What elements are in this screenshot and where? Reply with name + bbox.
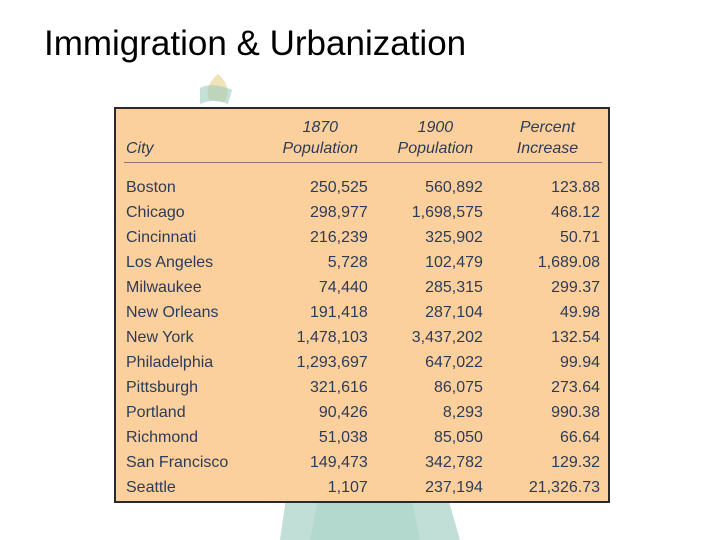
cell-1870: 74,440: [318, 278, 368, 296]
cell-1900: 8,293: [442, 403, 483, 421]
cell-1900: 85,050: [433, 428, 483, 446]
cell-percent: 123.88: [551, 178, 600, 196]
cell-1870: 51,038: [318, 428, 368, 446]
cell-city: Cincinnati: [126, 228, 197, 246]
slide-title: Immigration & Urbanization: [44, 24, 467, 63]
cell-percent: 129.32: [551, 453, 600, 471]
cell-1870: 321,616: [309, 378, 368, 396]
cell-city: Seattle: [126, 478, 176, 496]
cell-percent: 50.71: [559, 228, 600, 246]
cell-1900: 342,782: [425, 453, 483, 471]
cell-1900: 102,479: [425, 253, 483, 271]
population-table: City 1870 Population 1900 Population Perce…: [124, 117, 602, 500]
cell-1900: 86,075: [433, 378, 483, 396]
cell-1870: 298,977: [309, 203, 368, 221]
table-row: Pittsburgh 321,616 86,075 273.64: [124, 375, 602, 400]
cell-percent: 1,689.08: [537, 253, 600, 271]
table-row: Seattle 1,107 237,194 21,326.73: [124, 475, 602, 500]
cell-1900: 237,194: [425, 478, 483, 496]
cell-1870: 90,426: [318, 403, 368, 421]
header-1900-population: 1900 Population: [377, 117, 493, 163]
cell-city: Pittsburgh: [126, 378, 199, 396]
cell-percent: 468.12: [551, 203, 600, 221]
cell-1870: 149,473: [309, 453, 368, 471]
cell-city: Chicago: [126, 203, 185, 221]
header-city: City: [124, 117, 263, 163]
cell-percent: 132.54: [551, 328, 600, 346]
cell-percent: 990.38: [551, 403, 600, 421]
cell-percent: 66.64: [559, 428, 600, 446]
cell-1900: 325,902: [425, 228, 483, 246]
cell-1870: 5,728: [327, 253, 368, 271]
cell-1870: 1,107: [327, 478, 368, 496]
cell-1870: 1,478,103: [296, 328, 368, 346]
header-percent-increase: Percent Increase: [492, 117, 602, 163]
table-row: Los Angeles 5,728 102,479 1,689.08: [124, 250, 602, 275]
table-row: Chicago 298,977 1,698,575 468.12: [124, 200, 602, 225]
table-row: Richmond 51,038 85,050 66.64: [124, 425, 602, 450]
cell-city: Portland: [126, 403, 186, 421]
cell-1900: 285,315: [425, 278, 483, 296]
table-row: Boston 250,525 560,892 123.88: [124, 163, 602, 201]
cell-percent: 299.37: [551, 278, 600, 296]
cell-1900: 647,022: [425, 353, 483, 371]
cell-percent: 21,326.73: [528, 478, 600, 496]
cell-city: New York: [126, 328, 194, 346]
cell-city: Boston: [126, 178, 176, 196]
cell-1870: 1,293,697: [296, 353, 368, 371]
table-row: San Francisco 149,473 342,782 129.32: [124, 450, 602, 475]
table-row: Portland 90,426 8,293 990.38: [124, 400, 602, 425]
cell-1900: 560,892: [425, 178, 483, 196]
table-row: Cincinnati 216,239 325,902 50.71: [124, 225, 602, 250]
table-row: New Orleans 191,418 287,104 49.98: [124, 300, 602, 325]
cell-city: Richmond: [126, 428, 199, 446]
cell-1870: 250,525: [309, 178, 368, 196]
cell-1870: 216,239: [309, 228, 368, 246]
cell-1870: 191,418: [309, 303, 368, 321]
cell-percent: 273.64: [551, 378, 600, 396]
cell-city: Philadelphia: [126, 353, 214, 371]
table-row: New York 1,478,103 3,437,202 132.54: [124, 325, 602, 350]
cell-percent: 99.94: [559, 353, 600, 371]
header-1870-population: 1870 Population: [262, 117, 378, 163]
cell-1900: 287,104: [425, 303, 483, 321]
table-row: Milwaukee 74,440 285,315 299.37: [124, 275, 602, 300]
cell-percent: 49.98: [559, 303, 600, 321]
table-header-row: City 1870 Population 1900 Population Perce…: [124, 117, 602, 163]
cell-city: New Orleans: [126, 303, 219, 321]
table-row: Philadelphia 1,293,697 647,022 99.94: [124, 350, 602, 375]
cell-1900: 3,437,202: [411, 328, 483, 346]
cell-1900: 1,698,575: [411, 203, 483, 221]
cell-city: San Francisco: [126, 453, 229, 471]
cell-city: Milwaukee: [126, 278, 202, 296]
population-table-panel: City 1870 Population 1900 Population Perce…: [114, 107, 610, 503]
cell-city: Los Angeles: [126, 253, 214, 271]
